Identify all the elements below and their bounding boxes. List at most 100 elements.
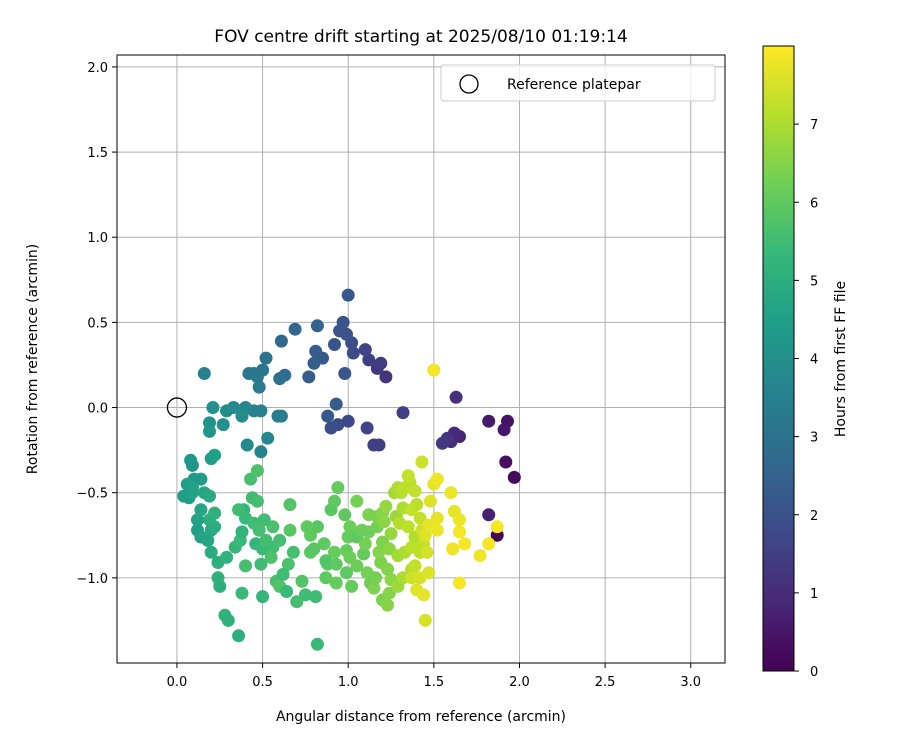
scatter-point	[329, 557, 343, 571]
scatter-point	[328, 338, 341, 351]
scatter-point	[430, 511, 444, 525]
scatter-point	[288, 322, 302, 336]
scatter-point	[274, 334, 288, 348]
colorbar-tick-label: 1	[810, 587, 818, 602]
scatter-point	[336, 315, 350, 329]
scatter-point	[203, 489, 216, 503]
scatter-point	[216, 418, 230, 432]
x-tick-label: 1.0	[338, 675, 359, 690]
y-tick-label: 0.5	[87, 316, 108, 331]
scatter-point	[319, 554, 333, 568]
scatter-point	[379, 370, 393, 384]
scatter-point	[345, 579, 359, 593]
scatter-point	[283, 523, 297, 537]
scatter-point	[427, 363, 441, 377]
scatter-point	[261, 431, 275, 445]
scatter-point	[446, 542, 460, 556]
scatter-point	[418, 528, 432, 542]
scatter-point	[321, 409, 335, 423]
scatter-point	[256, 590, 270, 604]
scatter-point	[423, 494, 437, 508]
colorbar-tick-label: 0	[810, 665, 818, 680]
scatter-point	[250, 464, 264, 478]
scatter-point	[458, 537, 472, 551]
scatter-point	[338, 508, 352, 522]
reference-point-marker	[166, 397, 188, 418]
scatter-point	[507, 470, 521, 484]
scatter-point	[213, 579, 227, 593]
scatter-point	[264, 550, 278, 564]
scatter-point	[257, 513, 271, 527]
scatter-point	[340, 566, 353, 580]
scatter-point	[430, 523, 444, 537]
scatter-point	[254, 557, 268, 571]
scatter-point	[449, 390, 463, 404]
scatter-point	[324, 421, 338, 435]
x-tick-label: 2.0	[509, 675, 530, 690]
y-tick-label: 1.0	[87, 231, 108, 246]
colorbar-tick-label: 5	[810, 274, 818, 289]
scatter-point	[367, 438, 381, 452]
y-tick-label: 1.5	[87, 146, 108, 161]
scatter-point	[235, 409, 249, 423]
scatter-point	[191, 513, 204, 527]
scatter-point	[401, 469, 415, 483]
scatter-point	[286, 545, 300, 559]
scatter-point	[204, 545, 218, 559]
y-axis-ticks: −1.0 −0.5 0.0 0.5 1.0 1.5 2.0	[76, 61, 117, 587]
scatter-point	[396, 406, 410, 420]
scatter-point	[273, 372, 287, 386]
scatter-point	[309, 344, 323, 358]
scatter-point	[247, 367, 261, 380]
scatter-point	[290, 595, 304, 609]
colorbar-tick-label: 4	[810, 353, 818, 368]
scatter-point	[379, 499, 393, 513]
legend: Reference platepar	[440, 64, 716, 102]
scatter-point	[346, 346, 360, 360]
scatter-point	[310, 319, 324, 333]
scatter-point	[276, 567, 290, 581]
scatter-point	[239, 559, 252, 573]
scatter-point	[384, 527, 398, 541]
scatter-point	[482, 537, 496, 551]
scatter-point	[417, 588, 431, 602]
scatter-point	[341, 414, 355, 428]
scatter-point	[208, 506, 222, 520]
y-tick-label: −0.5	[76, 487, 108, 502]
scatter-point	[408, 484, 422, 498]
scatter-point	[307, 542, 321, 556]
scatter-point	[453, 576, 466, 590]
colorbar-label: Hours from first FF file	[833, 281, 849, 437]
scatter-point	[473, 549, 487, 563]
x-axis-label: Angular distance from reference (arcmin)	[276, 709, 566, 725]
scatter-point	[309, 590, 323, 604]
scatter-point	[338, 367, 352, 380]
scatter-point	[362, 353, 376, 367]
scatter-point	[221, 613, 235, 627]
scatter-point	[418, 613, 432, 627]
scatter-point	[271, 409, 285, 423]
scatter-point	[201, 533, 215, 547]
scatter-point	[329, 397, 343, 411]
scatter-point	[453, 513, 466, 527]
scatter-point	[343, 520, 357, 534]
y-tick-label: 2.0	[87, 61, 108, 76]
scatter-point	[185, 486, 199, 500]
x-tick-label: 2.5	[595, 675, 616, 690]
legend-box	[440, 64, 716, 102]
scatter-point	[328, 494, 341, 508]
y-tick-label: −1.0	[76, 572, 108, 587]
y-tick-label: 0.0	[87, 402, 108, 417]
scatter-point	[310, 637, 324, 651]
scatter-point	[331, 481, 345, 495]
y-axis-label: Rotation from reference (arcmin)	[25, 244, 41, 474]
scatter-point	[252, 380, 266, 394]
scatter-point	[367, 581, 381, 595]
x-axis-ticks: 0.0 0.5 1.0 1.5 2.0 2.5 3.0	[167, 663, 701, 690]
scatter-point	[430, 472, 444, 486]
colorbar-gradient	[762, 45, 795, 672]
scatter-point	[422, 566, 436, 580]
scatter-point	[453, 525, 466, 539]
scatter-point	[319, 571, 333, 585]
